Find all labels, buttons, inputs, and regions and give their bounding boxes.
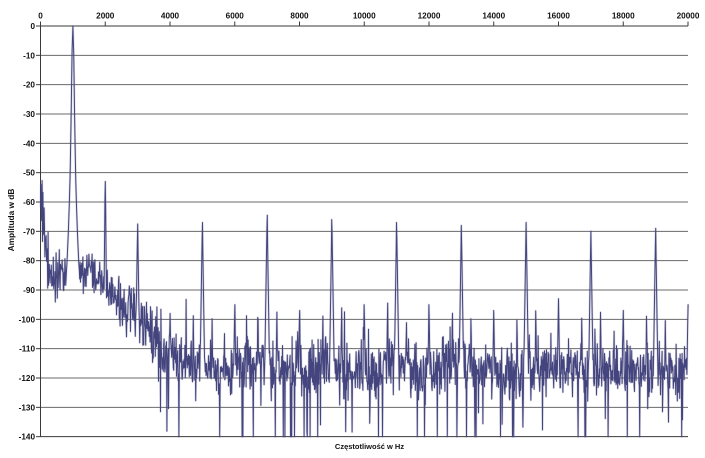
svg-text:-80: -80 (23, 257, 35, 266)
svg-text:8000: 8000 (290, 12, 309, 21)
svg-text:-110: -110 (19, 345, 35, 354)
svg-text:4000: 4000 (161, 12, 180, 21)
svg-text:-50: -50 (23, 169, 35, 178)
svg-text:-90: -90 (23, 286, 35, 295)
svg-text:-10: -10 (23, 51, 35, 60)
svg-text:-140: -140 (19, 433, 36, 442)
svg-text:2000: 2000 (96, 12, 115, 21)
svg-text:16000: 16000 (547, 12, 570, 21)
svg-text:6000: 6000 (226, 12, 245, 21)
svg-text:Częstotliwość w Hz: Częstotliwość w Hz (335, 442, 404, 451)
svg-text:0: 0 (30, 22, 35, 31)
svg-text:-30: -30 (23, 110, 35, 119)
svg-text:-60: -60 (23, 198, 35, 207)
svg-text:18000: 18000 (612, 12, 635, 21)
svg-text:-120: -120 (19, 374, 36, 383)
svg-text:-70: -70 (23, 227, 35, 236)
svg-text:0: 0 (38, 12, 43, 21)
svg-text:20000: 20000 (677, 12, 700, 21)
svg-text:12000: 12000 (418, 12, 441, 21)
svg-text:-130: -130 (19, 403, 36, 412)
svg-text:14000: 14000 (482, 12, 505, 21)
svg-text:Amplituda w dB: Amplituda w dB (6, 189, 16, 252)
svg-text:-100: -100 (19, 315, 36, 324)
svg-text:-40: -40 (23, 139, 35, 148)
svg-text:-20: -20 (23, 81, 35, 90)
svg-text:10000: 10000 (353, 12, 376, 21)
